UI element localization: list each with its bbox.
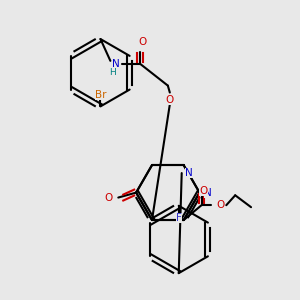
Text: Br: Br <box>95 89 106 100</box>
Text: N: N <box>185 168 193 178</box>
Text: O: O <box>200 186 208 196</box>
Text: O: O <box>104 193 112 202</box>
Text: N: N <box>112 59 120 69</box>
Text: O: O <box>166 95 174 106</box>
Text: O: O <box>138 37 146 47</box>
Text: F: F <box>176 213 182 223</box>
Text: N: N <box>204 188 211 198</box>
Text: O: O <box>216 200 224 210</box>
Text: H: H <box>109 68 116 77</box>
